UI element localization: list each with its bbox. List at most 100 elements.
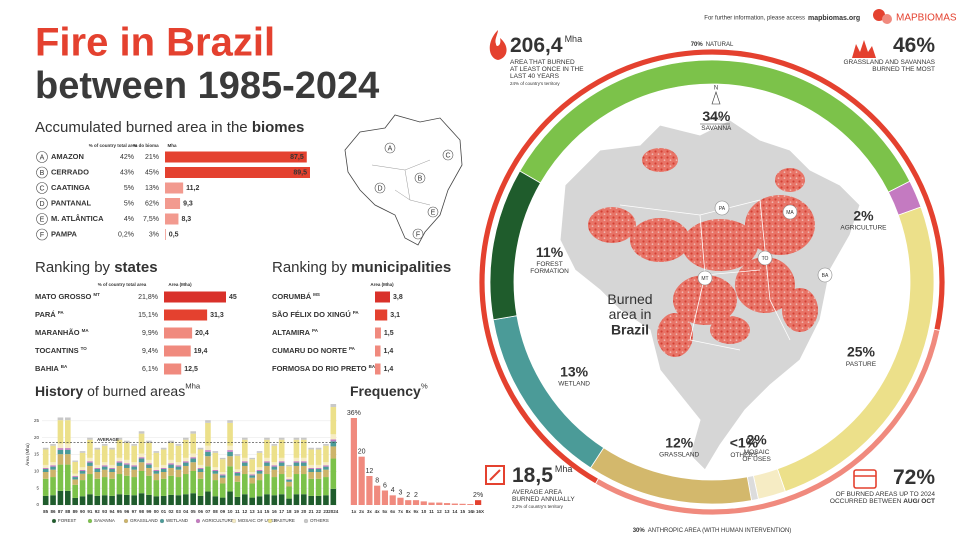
bar-segment xyxy=(315,478,322,496)
bar-segment xyxy=(264,437,270,440)
legend-label: PASTURE xyxy=(274,518,295,523)
bar-segment xyxy=(57,420,64,444)
bar-segment xyxy=(72,460,78,462)
biome-inset-map xyxy=(344,114,463,246)
bar-segment xyxy=(234,496,241,505)
stat-text: BURNED THE MOST xyxy=(872,66,935,73)
x-tick-label: 97 xyxy=(132,509,138,514)
category-label: AMAZON xyxy=(51,152,84,161)
bar-segment xyxy=(138,458,145,463)
bar-segment xyxy=(87,439,93,458)
bar-segment xyxy=(286,464,292,467)
stat-text: LAST 40 YEARS xyxy=(510,73,560,80)
letter: D xyxy=(39,201,44,208)
stat-number: 72% xyxy=(893,466,935,489)
bar-segment xyxy=(205,456,211,467)
abbreviation: PA xyxy=(58,310,65,315)
bar-segment xyxy=(330,446,337,459)
y-tick-label: 25 xyxy=(34,418,40,423)
segment-value-label: 11% xyxy=(536,244,564,260)
x-tick-label: 87 xyxy=(58,509,64,514)
category-name: BAHIA xyxy=(35,364,59,373)
bar-segment xyxy=(50,444,56,446)
bar-segment xyxy=(124,442,130,460)
bar xyxy=(165,167,310,178)
category-label: MARANHÃO MA xyxy=(35,328,89,337)
bar-segment xyxy=(168,464,174,468)
bar-segment xyxy=(190,462,196,471)
bar xyxy=(350,418,357,505)
bar xyxy=(164,363,182,375)
bar-segment xyxy=(153,467,160,470)
y-tick-label: 5 xyxy=(36,485,39,490)
bar-segment xyxy=(242,494,248,505)
bar-segment xyxy=(131,465,137,467)
y-tick-label: 20 xyxy=(34,435,40,440)
bar-segment xyxy=(168,494,174,505)
bar-segment xyxy=(219,497,226,505)
bar-segment xyxy=(249,477,255,484)
bar-segment xyxy=(79,467,86,470)
value-label: 3 xyxy=(399,490,403,497)
x-tick-label: 95 xyxy=(117,509,123,514)
bar-segment xyxy=(249,472,255,475)
bar-segment xyxy=(242,462,248,466)
value-label: 1,4 xyxy=(384,366,394,373)
bar-segment xyxy=(197,467,204,469)
bar-segment xyxy=(190,470,196,494)
bar-segment xyxy=(160,495,167,505)
bar-segment xyxy=(278,465,285,475)
bar xyxy=(467,504,474,505)
bar-segment xyxy=(175,495,182,505)
bar-segment xyxy=(234,455,241,470)
bar-segment xyxy=(256,452,263,468)
segment-value-label: 25% xyxy=(847,344,876,360)
title-part: Mha xyxy=(185,381,201,390)
x-tick-label: 18 xyxy=(287,509,293,514)
flame-icon xyxy=(489,30,507,60)
x-tick-label: 8x xyxy=(406,509,412,514)
bar-segment xyxy=(219,459,226,473)
bar xyxy=(397,497,404,505)
bar xyxy=(164,291,226,303)
legend-label: FOREST xyxy=(58,518,77,523)
bar-segment xyxy=(183,465,189,475)
bar-segment xyxy=(79,469,86,471)
title-part: states xyxy=(114,259,157,276)
bar-segment xyxy=(131,469,137,478)
bar-segment xyxy=(87,462,93,466)
x-tick-label: 10 xyxy=(228,509,234,514)
segment-value-label: 13% xyxy=(560,363,589,379)
bar-segment xyxy=(87,457,93,462)
bar-segment xyxy=(271,462,278,466)
stat-unit: Mha xyxy=(565,34,583,44)
title-part: Ranking by xyxy=(272,259,351,276)
bar-segment xyxy=(50,462,56,466)
share: 4% xyxy=(124,216,134,223)
bar-segment xyxy=(153,480,160,497)
letter-badge xyxy=(36,228,48,241)
bar-segment xyxy=(197,449,204,465)
bar-segment xyxy=(57,448,64,450)
bar-segment xyxy=(124,463,130,465)
x-tick-label: 6x xyxy=(390,509,396,514)
column-header: Area (Mha) xyxy=(168,282,192,287)
value-label: 8,3 xyxy=(181,216,191,223)
segment-category-label: MOSAIC OF USES xyxy=(742,449,771,463)
bar-segment xyxy=(190,433,196,454)
logo: MAPBIOMAS xyxy=(873,9,957,24)
x-tick-label: 03 xyxy=(176,509,182,514)
stat-line: AT LEAST ONCE IN THE xyxy=(510,66,584,73)
value-label: 2 xyxy=(406,492,410,499)
x-tick-label: 85 xyxy=(43,509,49,514)
bar-segment xyxy=(57,454,64,465)
info-link[interactable]: mapbiomas.org xyxy=(808,15,860,22)
legend-label: WETLAND xyxy=(166,518,189,523)
bar-segment xyxy=(219,457,226,460)
bar-segment xyxy=(146,440,152,443)
bar-segment xyxy=(278,461,285,463)
bar xyxy=(164,309,208,321)
bar-segment xyxy=(109,449,115,465)
section-title: Frequency% xyxy=(350,381,428,398)
